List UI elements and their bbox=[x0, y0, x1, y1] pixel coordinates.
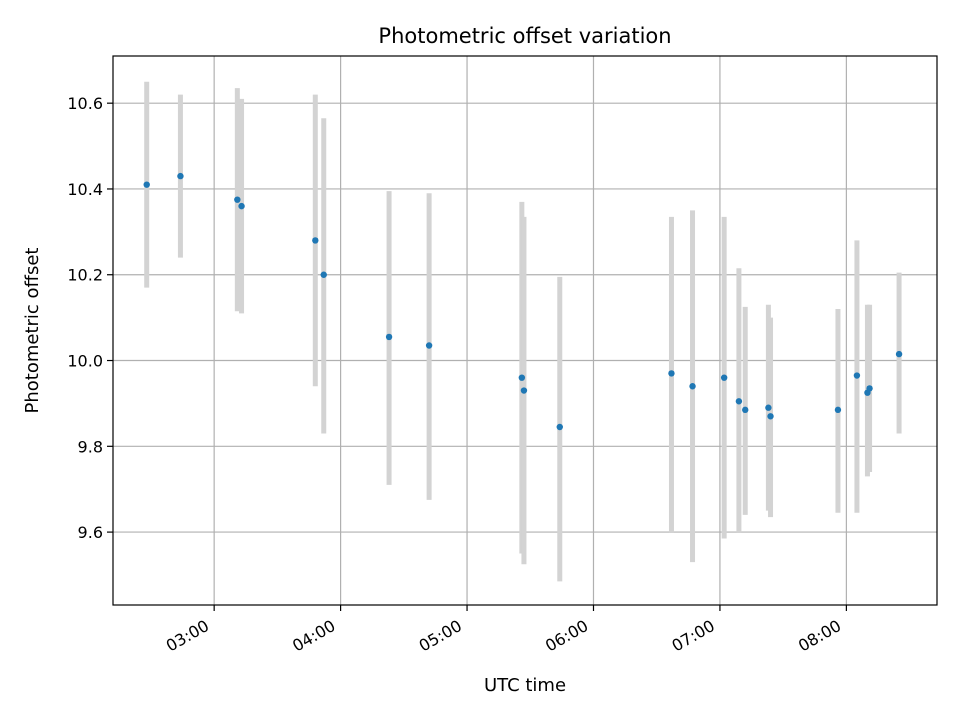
y-tick-label: 10.6 bbox=[67, 94, 103, 113]
data-point bbox=[742, 406, 749, 414]
data-point bbox=[765, 404, 772, 411]
data-point bbox=[238, 202, 245, 210]
data-points bbox=[143, 172, 903, 431]
x-tick-label: 08:00 bbox=[795, 616, 844, 656]
y-tick-label: 10.0 bbox=[67, 352, 103, 371]
data-point bbox=[385, 333, 393, 341]
plot-area-frame bbox=[112, 55, 938, 606]
y-tick-label: 9.6 bbox=[78, 523, 103, 542]
data-point bbox=[425, 342, 433, 349]
data-point bbox=[834, 406, 842, 414]
x-tick-label: 03:00 bbox=[163, 616, 212, 656]
data-point bbox=[518, 374, 526, 381]
y-tick-label: 10.4 bbox=[67, 180, 103, 199]
axis-ticks: 03:00 04:00 05:00 06:00 07:00 08:00 9.6 9.8 10.0… bbox=[67, 94, 847, 656]
chart-title: Photometric offset variation bbox=[378, 24, 671, 48]
data-point bbox=[720, 374, 728, 381]
data-point bbox=[853, 372, 861, 379]
data-point bbox=[689, 383, 696, 390]
data-point bbox=[312, 237, 319, 244]
data-point bbox=[556, 423, 563, 431]
x-tick-label: 07:00 bbox=[669, 616, 718, 656]
y-tick-label: 10.2 bbox=[67, 266, 103, 285]
data-point bbox=[143, 181, 150, 188]
data-point bbox=[767, 413, 774, 420]
data-point bbox=[234, 196, 241, 203]
x-axis-label: UTC time bbox=[484, 675, 566, 696]
x-tick-label: 04:00 bbox=[289, 616, 338, 656]
x-tick-label: 05:00 bbox=[416, 616, 465, 656]
y-tick-label: 9.8 bbox=[78, 437, 103, 456]
y-axis-label: Photometric offset bbox=[22, 248, 43, 414]
data-point bbox=[735, 398, 743, 405]
data-point bbox=[320, 271, 327, 278]
error-bars bbox=[144, 81, 902, 582]
data-point bbox=[866, 385, 873, 392]
x-tick-label: 06:00 bbox=[542, 616, 591, 656]
data-point bbox=[895, 350, 903, 358]
data-point bbox=[668, 370, 675, 377]
data-point bbox=[177, 172, 184, 180]
data-point bbox=[520, 387, 528, 394]
